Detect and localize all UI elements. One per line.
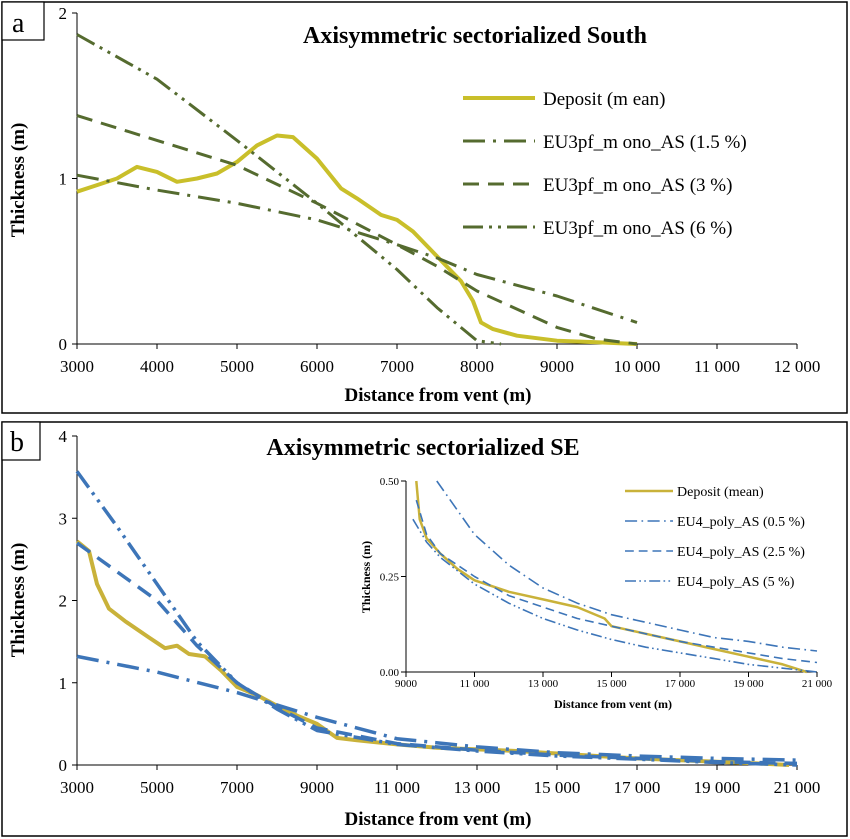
panel-a-x-tick-label: 11 000 <box>694 357 740 376</box>
panel-a-title: Axisymmetric sectorialized South <box>303 23 647 49</box>
panel-b-x-axis-title: Distance from vent (m) <box>345 809 532 830</box>
panel-a-legend-label-3: EU3pf_m ono_AS (3 %) <box>543 175 732 196</box>
panel-a-x-tick-label: 9000 <box>540 357 574 376</box>
panel-b-x-tick-label: 11 000 <box>374 778 420 797</box>
inset-x-tick-label: 21 000 <box>802 678 833 690</box>
panel-b-x-tick-label: 9000 <box>300 778 334 797</box>
panel-a-series-line-4 <box>76 33 502 346</box>
panel-b-label: b <box>10 427 24 458</box>
panel-a-label: a <box>12 8 25 39</box>
panel-a-y-tick-label: 1 <box>59 170 68 189</box>
panel-b-title: Axisymmetric sectorialized SE <box>266 435 579 461</box>
panel-a-x-tick-label: 5000 <box>220 357 254 376</box>
inset-x-tick-label: 13 000 <box>528 678 559 690</box>
inset-legend-label-3: EU4_poly_AS (2.5 %) <box>677 545 805 560</box>
panel-a-legend-label-1: Deposit (m ean) <box>543 89 665 110</box>
panel-b-y-axis-title: Thickness (m) <box>8 543 29 658</box>
panel-b-x-tick-label: 5000 <box>140 778 174 797</box>
panel-a-x-tick-label: 7000 <box>380 357 414 376</box>
inset-series-line-4 <box>412 518 818 673</box>
panel-a-x-tick-label: 8000 <box>460 357 494 376</box>
inset-x-tick-label: 19 000 <box>733 678 764 690</box>
inset-y-axis-title: Thickness (m) <box>359 541 373 613</box>
panel-a-y-tick-label: 0 <box>59 335 68 354</box>
panel-a-x-tick-label: 4000 <box>140 357 174 376</box>
panel-a-x-axis-title: Distance from vent (m) <box>345 385 532 406</box>
panel-a-legend-label-4: EU3pf_m ono_AS (6 %) <box>543 218 732 239</box>
panel-b-x-tick-label: 19 000 <box>694 778 741 797</box>
panel-b-x-tick-label: 17 000 <box>614 778 661 797</box>
panel-b-y-tick-label: 1 <box>59 674 68 693</box>
inset-cover <box>356 474 836 718</box>
panel-b-x-tick-label: 13 000 <box>454 778 501 797</box>
inset-x-tick-label: 9000 <box>395 678 418 690</box>
panel-a-series-line-2 <box>76 173 638 324</box>
panel-b-frame <box>1 421 848 837</box>
panel-b-x-tick-label: 7000 <box>220 778 254 797</box>
panel-a-series-line-1 <box>76 133 638 346</box>
panel-b-y-tick-label: 2 <box>59 592 68 611</box>
panel-b-x-tick-label: 21 000 <box>774 778 821 797</box>
inset-x-tick-label: 11 000 <box>460 678 490 690</box>
inset-y-tick-label: 0.00 <box>380 667 400 679</box>
panel-a-frame <box>1 1 848 414</box>
panel-a-x-tick-label: 3000 <box>60 357 94 376</box>
inset-series-line-2 <box>436 480 818 652</box>
inset-y-tick-label: 0.25 <box>380 572 400 584</box>
panel-a-label-box <box>1 1 45 41</box>
panel-a-y-tick-label: 2 <box>59 4 68 23</box>
panel-b-x-tick-label: 15 000 <box>534 778 581 797</box>
inset-x-tick-label: 17 000 <box>665 678 696 690</box>
panel-b-y-tick-label: 3 <box>59 509 68 528</box>
inset-y-tick-label: 0.50 <box>380 476 400 488</box>
inset-legend-label-4: EU4_poly_AS (5 %) <box>677 575 795 590</box>
panel-b-series-line-4 <box>75 470 798 767</box>
panel-b-y-tick-label: 0 <box>59 756 68 775</box>
panel-b-series-line-2 <box>76 654 798 762</box>
panel-b-y-tick-label: 4 <box>59 427 68 446</box>
panel-a-legend-label-2: EU3pf_m ono_AS (1.5 %) <box>543 132 747 153</box>
panel-a-series-line-3 <box>76 114 638 346</box>
panel-b-x-tick-label: 3000 <box>60 778 94 797</box>
inset-series-line-1 <box>415 480 808 674</box>
inset-legend-label-2: EU4_poly_AS (0.5 %) <box>677 515 805 530</box>
panel-a-x-tick-label: 12 000 <box>774 357 821 376</box>
inset-legend-label-1: Deposit (mean) <box>677 485 764 500</box>
panel-b-label-box <box>1 421 41 461</box>
panel-a-x-tick-label: 10 000 <box>614 357 661 376</box>
inset-x-tick-label: 15 000 <box>596 678 627 690</box>
panel-a-x-tick-label: 6000 <box>300 357 334 376</box>
inset-x-axis-title: Distance from vent (m) <box>554 697 672 711</box>
panel-a-y-axis-title: Thickness (m) <box>8 123 29 238</box>
panel-b-series-line-3 <box>75 541 798 766</box>
